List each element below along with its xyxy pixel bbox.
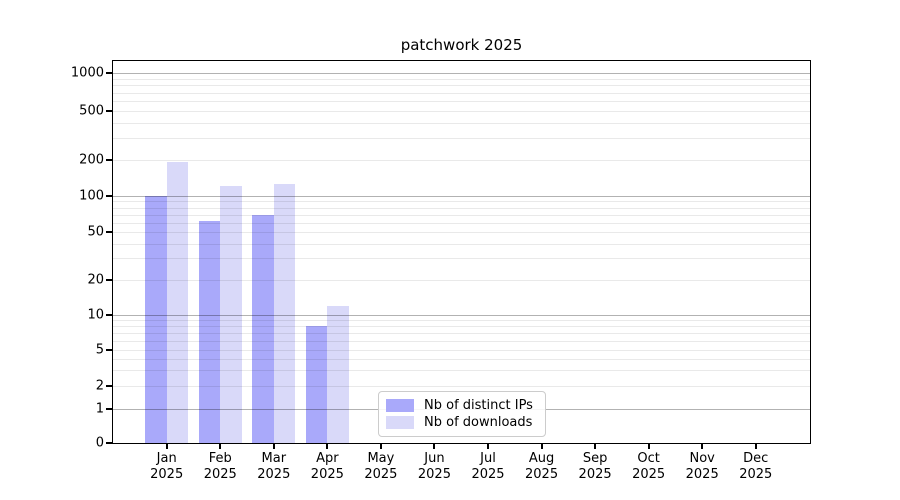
legend-item-distinct-ips: Nb of distinct IPs — [386, 397, 538, 414]
bar-distinct-ips-apr — [305, 326, 328, 443]
x-tick-label-nov: Nov 2025 — [685, 451, 719, 482]
legend-swatch-downloads — [386, 416, 414, 429]
bar-downloads-mar — [273, 184, 296, 443]
x-tick-mark-jan — [165, 444, 168, 449]
x-tick-mark-nov — [701, 444, 704, 449]
gridline-4 — [113, 358, 810, 360]
y-tick-mark-50 — [106, 231, 112, 233]
bar-downloads-jan — [166, 162, 189, 443]
y-tick-mark-10 — [106, 314, 112, 316]
y-tick-label-1000: 1000 — [70, 65, 104, 81]
y-tick-mark-0 — [106, 442, 112, 444]
bar-distinct-ips-jan — [145, 196, 167, 443]
legend-label-distinct-ips: Nb of distinct IPs — [424, 398, 533, 413]
x-tick-label-mar: Mar 2025 — [257, 451, 291, 482]
gridline-6 — [113, 340, 810, 342]
gridline-400 — [113, 122, 810, 124]
y-tick-label-10: 10 — [87, 307, 104, 323]
gridline-80 — [113, 207, 810, 209]
x-tick-label-jan: Jan 2025 — [150, 451, 184, 482]
gridline-90 — [113, 201, 810, 203]
y-tick-label-200: 200 — [79, 152, 104, 168]
y-tick-mark-2 — [106, 385, 112, 387]
y-tick-mark-5 — [106, 349, 112, 351]
y-tick-mark-100 — [106, 195, 112, 197]
x-tick-mark-jul — [487, 444, 489, 449]
gridline-70 — [113, 214, 810, 216]
x-tick-label-dec: Dec 2025 — [739, 451, 773, 482]
x-tick-mark-oct — [647, 444, 650, 449]
y-tick-label-5: 5 — [95, 342, 104, 358]
legend-swatch-distinct-ips — [386, 399, 414, 412]
legend: Nb of distinct IPs Nb of downloads — [378, 391, 546, 437]
y-tick-label-50: 50 — [87, 224, 104, 240]
y-tick-label-100: 100 — [79, 188, 104, 204]
x-tick-label-aug: Aug 2025 — [525, 451, 559, 482]
y-tick-label-20: 20 — [87, 272, 104, 287]
x-tick-label-apr: Apr 2025 — [310, 451, 344, 482]
x-tick-mark-sep — [594, 444, 597, 449]
gridline-10 — [113, 315, 810, 316]
x-tick-label-jun: Jun 2025 — [417, 451, 451, 482]
plot-area — [112, 60, 811, 444]
x-tick-mark-apr — [326, 444, 329, 449]
gridline-20 — [113, 279, 810, 281]
y-tick-mark-1000 — [106, 72, 112, 74]
y-tick-label-500: 500 — [79, 103, 104, 119]
gridline-500 — [113, 111, 810, 112]
bar-distinct-ips-feb — [198, 220, 221, 443]
gridline-40 — [113, 243, 810, 245]
gridline-60 — [113, 222, 810, 224]
gridline-900 — [113, 78, 810, 80]
gridline-100 — [113, 196, 810, 197]
gridline-9 — [113, 320, 810, 322]
gridline-5 — [113, 350, 810, 351]
y-tick-label-1: 1 — [95, 401, 104, 417]
bar-downloads-apr — [327, 305, 349, 443]
gridline-3 — [113, 370, 810, 372]
y-tick-label-2: 2 — [95, 378, 104, 394]
gridline-800 — [113, 85, 810, 87]
x-tick-mark-jun — [433, 444, 436, 449]
x-tick-label-oct: Oct 2025 — [632, 451, 666, 482]
x-tick-mark-may — [379, 444, 382, 449]
gridline-1000 — [113, 73, 810, 74]
gridline-2 — [113, 386, 810, 387]
x-tick-mark-feb — [219, 444, 222, 449]
x-tick-mark-mar — [272, 444, 275, 449]
gridline-30 — [113, 258, 810, 260]
y-tick-mark-20 — [106, 278, 112, 281]
legend-item-downloads: Nb of downloads — [386, 414, 538, 431]
gridline-8 — [113, 326, 810, 328]
gridline-700 — [113, 92, 810, 94]
bar-downloads-feb — [220, 186, 242, 443]
bar-distinct-ips-mar — [252, 214, 274, 443]
gridline-300 — [113, 138, 810, 140]
gridline-7 — [113, 333, 810, 334]
x-tick-mark-aug — [540, 444, 543, 449]
gridline-50 — [113, 232, 810, 233]
x-tick-label-jul: Jul 2025 — [471, 451, 505, 482]
x-tick-label-feb: Feb 2025 — [203, 451, 237, 482]
chart-title: patchwork 2025 — [400, 36, 523, 54]
y-tick-mark-1 — [106, 408, 112, 410]
legend-label-downloads: Nb of downloads — [424, 415, 533, 430]
y-tick-mark-200 — [106, 159, 112, 161]
gridline-200 — [113, 160, 810, 161]
gridline-600 — [113, 101, 810, 102]
y-tick-label-0: 0 — [95, 435, 104, 451]
x-tick-label-sep: Sep 2025 — [578, 451, 612, 482]
y-tick-mark-500 — [106, 110, 112, 112]
x-tick-mark-dec — [754, 444, 757, 449]
x-tick-label-may: May 2025 — [364, 451, 398, 482]
